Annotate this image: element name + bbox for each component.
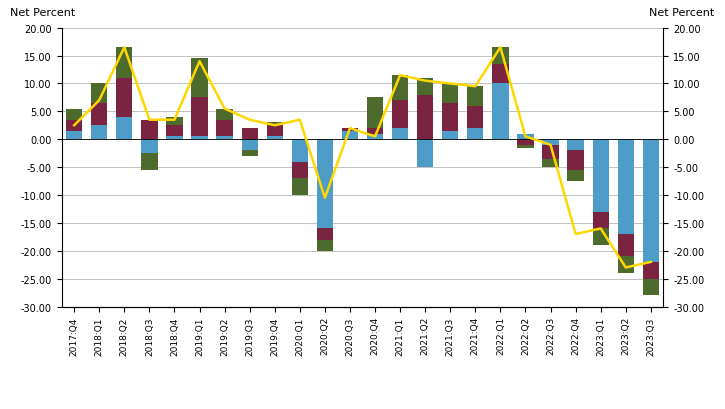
Bar xyxy=(467,129,484,140)
Bar xyxy=(392,101,408,129)
Bar xyxy=(91,126,107,140)
Bar xyxy=(217,137,233,140)
Bar xyxy=(91,84,107,104)
Bar xyxy=(66,120,83,132)
Bar xyxy=(417,79,434,95)
Bar xyxy=(217,120,233,137)
Bar xyxy=(367,134,384,140)
Bar xyxy=(467,87,484,106)
Bar xyxy=(492,65,508,84)
Bar xyxy=(116,79,133,118)
Bar xyxy=(542,146,559,160)
Bar xyxy=(618,257,634,273)
Bar xyxy=(492,48,508,65)
Bar xyxy=(618,140,634,234)
Bar xyxy=(267,123,283,126)
Bar xyxy=(291,140,308,162)
Bar xyxy=(241,151,258,157)
Bar xyxy=(217,109,233,120)
Bar xyxy=(618,234,634,257)
Bar xyxy=(467,106,484,129)
Bar xyxy=(592,140,609,212)
Bar xyxy=(442,132,458,140)
Bar xyxy=(518,134,534,140)
Bar xyxy=(141,120,157,140)
Bar xyxy=(291,162,308,179)
Bar xyxy=(191,98,207,137)
Bar xyxy=(518,140,534,146)
Bar xyxy=(392,129,408,140)
Bar xyxy=(116,48,133,79)
Bar xyxy=(317,229,333,240)
Bar xyxy=(291,179,308,196)
Bar xyxy=(642,262,659,279)
Bar xyxy=(341,132,358,140)
Bar xyxy=(442,104,458,132)
Bar xyxy=(241,140,258,151)
Bar xyxy=(642,279,659,296)
Bar xyxy=(141,154,157,171)
Bar xyxy=(166,118,183,126)
Bar xyxy=(166,126,183,137)
Bar xyxy=(66,132,83,140)
Bar xyxy=(116,118,133,140)
Bar xyxy=(442,84,458,104)
Bar xyxy=(367,98,384,129)
Bar xyxy=(592,212,609,229)
Bar xyxy=(592,229,609,245)
Bar xyxy=(568,151,584,171)
Bar xyxy=(492,84,508,140)
Bar xyxy=(542,160,559,168)
Bar xyxy=(417,140,434,168)
Bar xyxy=(542,140,559,146)
Bar xyxy=(91,104,107,126)
Bar xyxy=(191,137,207,140)
Bar xyxy=(267,126,283,137)
Bar xyxy=(417,95,434,140)
Bar xyxy=(191,59,207,98)
Bar xyxy=(642,140,659,262)
Bar xyxy=(518,146,534,148)
Bar xyxy=(568,140,584,151)
Bar xyxy=(317,240,333,251)
Bar xyxy=(341,129,358,132)
Bar xyxy=(367,129,384,134)
Bar xyxy=(392,76,408,101)
Bar xyxy=(141,140,157,154)
Bar xyxy=(241,129,258,140)
Text: Net Percent: Net Percent xyxy=(650,7,715,18)
Text: Net Percent: Net Percent xyxy=(10,7,75,18)
Bar xyxy=(267,137,283,140)
Bar xyxy=(317,140,333,229)
Bar xyxy=(568,171,584,182)
Bar xyxy=(66,109,83,120)
Bar xyxy=(166,137,183,140)
